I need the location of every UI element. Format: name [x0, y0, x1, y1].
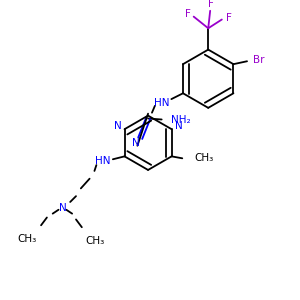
Text: NH₂: NH₂	[171, 116, 191, 125]
Text: CH₃: CH₃	[86, 236, 105, 246]
Text: Br: Br	[253, 55, 264, 65]
Text: CH₃: CH₃	[194, 153, 213, 163]
Text: N: N	[58, 203, 66, 213]
Text: F: F	[185, 9, 191, 19]
Text: HN: HN	[95, 156, 111, 166]
Text: N: N	[175, 121, 182, 131]
Text: CH₃: CH₃	[18, 234, 37, 244]
Text: N: N	[132, 138, 139, 148]
Text: HN: HN	[154, 98, 170, 108]
Text: F: F	[208, 0, 214, 9]
Text: N: N	[114, 121, 122, 131]
Text: F: F	[226, 13, 232, 22]
